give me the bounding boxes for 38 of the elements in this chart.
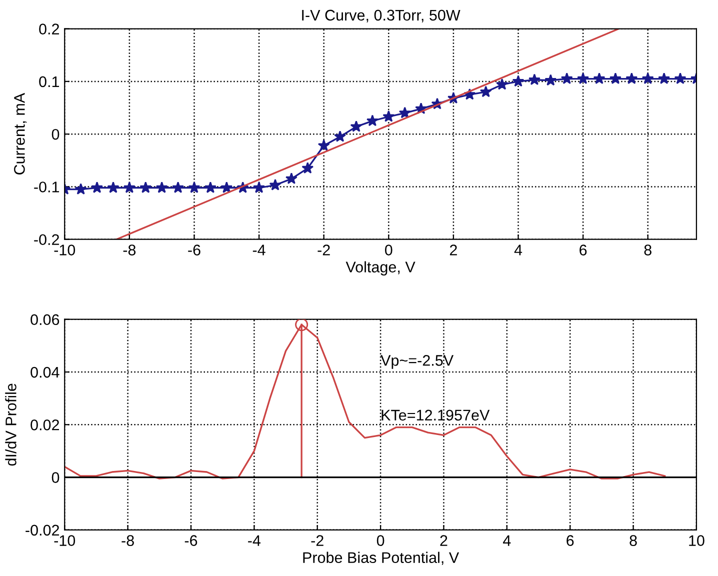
x-tick-label: 4 — [503, 535, 511, 546]
x-tick-label: 6 — [580, 244, 587, 256]
x-axis-title: Voltage, V — [346, 261, 416, 276]
x-tick-label: 8 — [630, 535, 637, 546]
x-tick-label: -8 — [122, 535, 134, 546]
x-tick-label: 4 — [514, 244, 522, 256]
x-tick-label: -8 — [123, 244, 136, 256]
y-tick-label: -0.02 — [26, 524, 59, 536]
y-tick-label: 0.04 — [30, 366, 60, 378]
x-tick-label: -2 — [318, 244, 330, 256]
x-tick-label: 8 — [644, 244, 652, 256]
annotation: KTe=12.1957eV — [382, 410, 490, 421]
x-tick-label: -4 — [252, 244, 266, 256]
x-tick-label: -4 — [248, 535, 261, 546]
x-tick-label: 0 — [376, 535, 384, 546]
chart-title: I-V Curve, 0.3Torr, 50W — [302, 10, 460, 22]
y-tick-label: 0.06 — [30, 314, 60, 326]
y-tick-label: -0.2 — [34, 234, 59, 246]
y-tick-label: -0.1 — [34, 182, 60, 192]
x-tick-label: 0 — [384, 244, 392, 256]
y-tick-label: 0.1 — [39, 76, 60, 88]
y-tick-label: 0 — [52, 128, 60, 140]
x-tick-label: -6 — [184, 535, 198, 546]
annotation: Vp~=-2.5V — [380, 355, 454, 369]
x-tick-label: -2 — [311, 535, 324, 546]
y-tick-label: 0.02 — [30, 420, 59, 430]
x-axis-title: Probe Bias Potential, V — [303, 552, 460, 565]
x-tick-label: 2 — [450, 244, 457, 256]
x-tick-label: 2 — [440, 535, 448, 546]
x-tick-label: -10 — [54, 244, 76, 256]
x-tick-label: -6 — [188, 244, 200, 256]
y-tick-label: 0 — [52, 472, 60, 483]
y-axis-title: Current, mA — [14, 92, 27, 174]
x-tick-label: 10 — [689, 535, 704, 546]
x-tick-label: 6 — [566, 535, 574, 546]
y-axis-title: dI/dV Profile — [5, 384, 16, 466]
y-tick-label: 0.2 — [39, 24, 59, 34]
x-tick-label: -10 — [54, 535, 76, 546]
